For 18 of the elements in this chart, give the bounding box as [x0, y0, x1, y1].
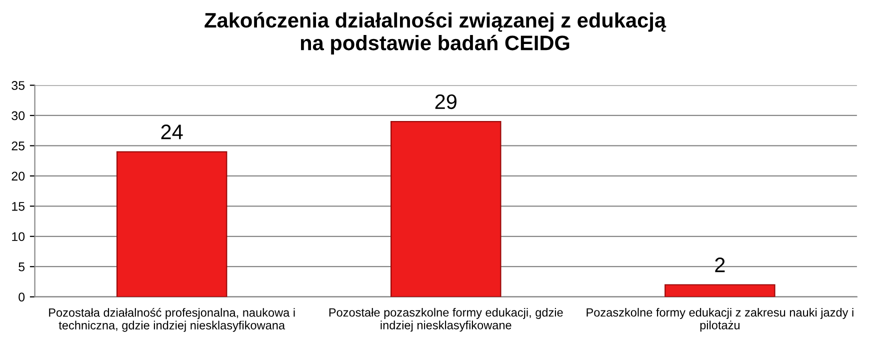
- bar: [664, 284, 776, 297]
- y-tick-label: 10: [12, 232, 25, 242]
- y-tick-label: 25: [12, 142, 25, 150]
- bar: [116, 151, 228, 297]
- chart-title: Zakończenia działalności związanej z edukacją na podstawie badań CEIDG: [204, 12, 666, 54]
- y-tick-label: 20: [12, 172, 25, 181]
- data-label: 24: [161, 124, 183, 140]
- y-tick-label: 0: [18, 292, 25, 302]
- y-tick-label: 35: [12, 81, 25, 90]
- y-tick-label: 5: [18, 262, 25, 272]
- x-tick-label: Pozaszkolne formy edukacji z zakresu nauki jazdy i pilotażu: [586, 308, 854, 332]
- data-label: 29: [435, 94, 456, 110]
- x-tick-label: Pozostałe pozaszkolne formy edukacji, gdzie indziej niesklasyfikowane: [329, 308, 563, 332]
- bar: [390, 120, 502, 297]
- x-tick-label: Pozostała działalność profesjonalna, naukowa i techniczna, gdzie indziej niesklasyfikowana: [49, 308, 295, 332]
- data-label: 2: [715, 258, 725, 272]
- y-tick-label: 15: [12, 202, 25, 211]
- y-tick-label: 30: [12, 111, 25, 120]
